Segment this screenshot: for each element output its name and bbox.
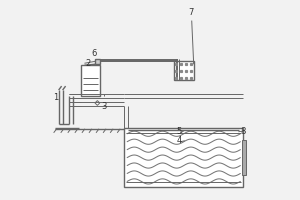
Bar xyxy=(95,59,100,64)
Polygon shape xyxy=(95,101,100,105)
Text: 7: 7 xyxy=(189,8,194,17)
Text: 4: 4 xyxy=(177,136,182,145)
Text: 2: 2 xyxy=(85,59,91,68)
Bar xyxy=(174,61,194,80)
Bar xyxy=(242,140,246,175)
Text: 6: 6 xyxy=(92,49,97,58)
Bar xyxy=(124,128,243,187)
Text: 1: 1 xyxy=(53,93,58,102)
Text: 8: 8 xyxy=(240,127,246,136)
Text: 3: 3 xyxy=(101,102,107,111)
Bar xyxy=(82,65,100,96)
Text: 5: 5 xyxy=(177,127,182,136)
